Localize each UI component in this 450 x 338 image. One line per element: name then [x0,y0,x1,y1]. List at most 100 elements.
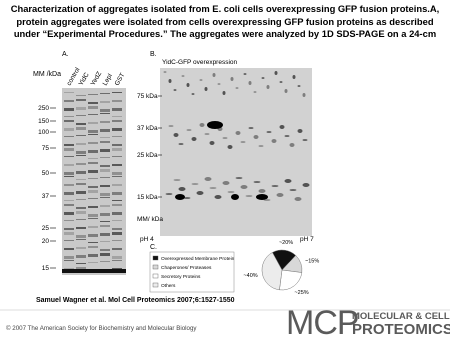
spot [256,194,268,200]
band [62,269,126,273]
pie-slice [279,269,303,291]
mw-label: 75 [42,145,50,152]
band [112,120,122,122]
band [100,93,110,94]
band [112,116,122,117]
spot [222,137,228,139]
band [88,186,98,188]
band [100,253,110,256]
band [64,136,74,137]
band [64,156,74,157]
band [76,219,86,220]
panel-label: B. [150,51,157,58]
band [112,100,122,102]
band [64,232,74,235]
band [112,176,122,177]
spot [279,81,283,83]
legend-swatch [152,282,159,288]
band [88,214,98,217]
band [64,220,74,221]
band [100,165,110,167]
spot [222,91,226,95]
mw-label: 25 kDa [137,152,158,159]
legend-swatch [152,273,159,279]
spot [266,131,272,133]
spot [271,139,277,143]
spot [191,183,199,185]
band [76,163,86,165]
band [64,200,74,201]
band [76,235,86,238]
panel-label: A. [62,51,69,58]
spot [284,179,292,183]
spot [253,135,259,139]
band [112,144,122,146]
band [88,178,98,179]
band [88,122,98,124]
band [88,94,98,95]
band [100,169,110,172]
band [76,151,86,154]
band [64,240,74,241]
band [88,242,98,243]
band [112,148,122,151]
spot [168,125,174,127]
mw-label: 37 kDa [137,125,158,132]
spot [292,75,296,79]
band [76,155,86,156]
spot [243,73,247,75]
spot [199,123,205,127]
band [100,233,110,236]
spot [165,193,173,195]
spot [173,133,179,137]
spot [209,141,215,145]
spot [186,129,192,131]
band [88,206,98,208]
band [112,260,122,261]
spot [261,77,265,79]
legend-label: Secretory Proteins [161,274,201,280]
band [88,142,98,144]
band [76,247,86,249]
mm-label: MM/ kDa [137,216,163,223]
spot [173,89,177,91]
band [64,212,74,215]
mw-label: 15 [42,265,50,272]
spot [297,129,303,133]
band [88,226,98,228]
band [76,255,86,258]
spot [248,127,254,129]
spot [181,75,185,77]
band [112,212,122,215]
spot [204,133,210,135]
panel-title: YidC-GFP overexpression [162,59,238,66]
band [76,171,86,174]
legend-label: Others [161,283,176,289]
band [100,225,110,227]
spot [178,143,184,145]
band [76,263,86,264]
copyright: © 2007 The American Society for Biochemi… [6,325,197,332]
band [76,199,86,200]
band [100,121,110,123]
band [100,109,110,112]
legend-label: Chaperones/ Proteases [161,265,212,271]
band [112,240,122,241]
band [76,143,86,145]
spot [212,73,216,77]
band [88,246,98,248]
logo-text: PROTEOMICS [352,321,450,338]
band [76,191,86,194]
mw-label: 15 kDa [137,194,158,201]
gel-spots [163,71,310,201]
spot [279,125,285,129]
band [100,141,110,143]
slice-label: ~25% [294,290,308,296]
spot [191,137,197,141]
spot [207,121,223,129]
band [100,137,110,138]
band [112,128,122,131]
spot [258,189,266,193]
band [64,228,74,230]
